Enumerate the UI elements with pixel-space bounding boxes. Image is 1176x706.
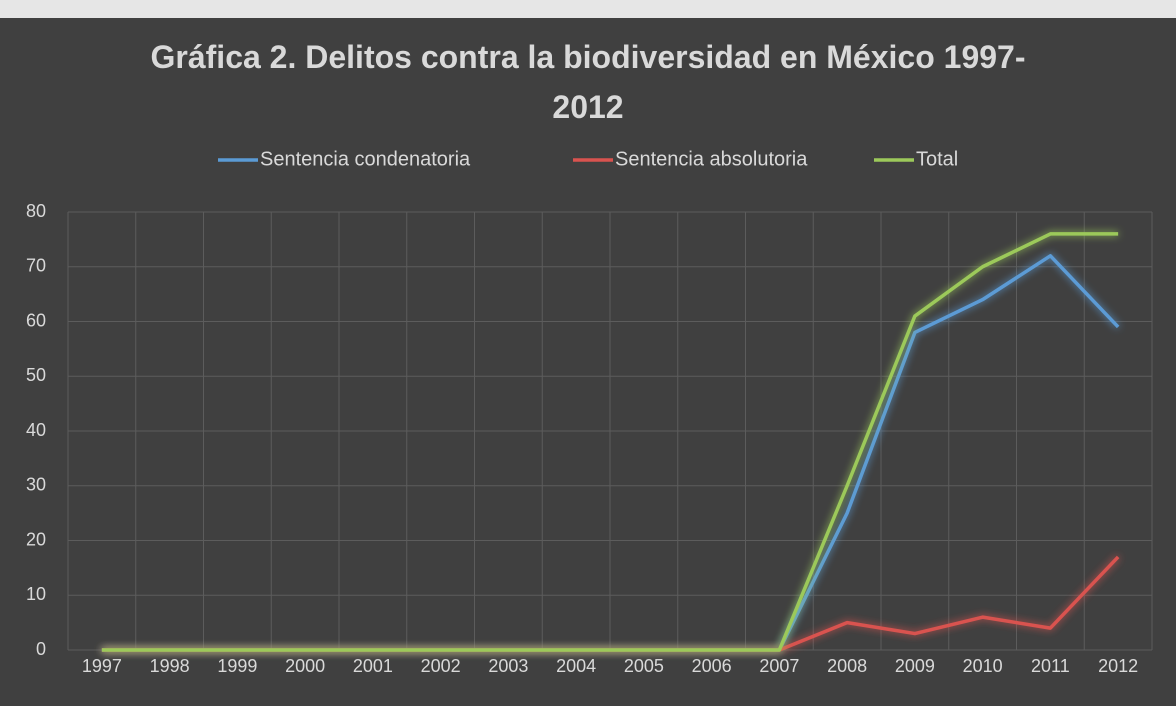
chart-background: [0, 18, 1176, 706]
x-tick-label: 2001: [353, 656, 393, 676]
y-tick-label: 70: [26, 256, 46, 276]
x-tick-label: 2012: [1098, 656, 1138, 676]
x-tick-label: 2007: [759, 656, 799, 676]
x-tick-label: 2003: [488, 656, 528, 676]
x-tick-label: 2008: [827, 656, 867, 676]
y-tick-label: 40: [26, 420, 46, 440]
x-tick-label: 2000: [285, 656, 325, 676]
x-tick-label: 1998: [150, 656, 190, 676]
x-tick-label: 2010: [963, 656, 1003, 676]
x-tick-label: 2006: [692, 656, 732, 676]
y-tick-label: 50: [26, 365, 46, 385]
y-tick-label: 20: [26, 529, 46, 549]
x-tick-label: 1999: [217, 656, 257, 676]
x-tick-label: 1997: [82, 656, 122, 676]
x-tick-label: 2002: [421, 656, 461, 676]
legend-label: Sentencia condenatoria: [260, 148, 471, 170]
y-tick-label: 0: [36, 639, 46, 659]
y-tick-label: 60: [26, 310, 46, 330]
legend-label: Sentencia absolutoria: [615, 148, 808, 170]
series-line: [101, 232, 1119, 652]
y-tick-label: 80: [26, 201, 46, 221]
legend-label: Total: [916, 148, 958, 170]
top-strip: [0, 0, 1176, 20]
x-tick-label: 2005: [624, 656, 664, 676]
y-tick-label: 10: [26, 584, 46, 604]
chart-title: Gráfica 2. Delitos contra la biodiversid…: [150, 39, 1026, 125]
x-tick-label: 2004: [556, 656, 596, 676]
x-tick-label: 2009: [895, 656, 935, 676]
x-tick-label: 2011: [1031, 656, 1070, 676]
y-tick-label: 30: [26, 475, 46, 495]
